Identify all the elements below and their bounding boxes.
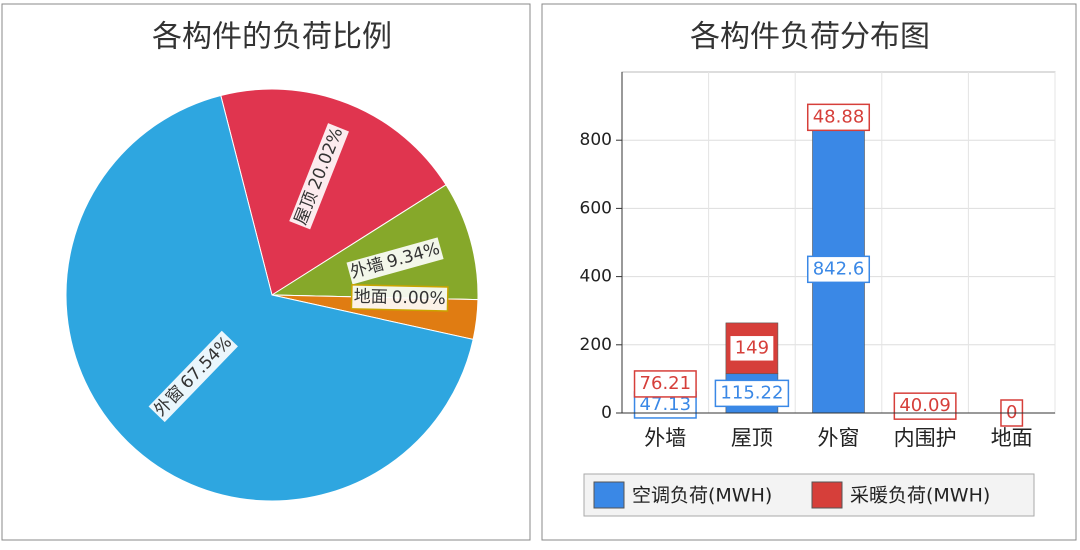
data-label-box	[806, 255, 871, 284]
data-label-text: 149	[735, 337, 769, 358]
data-label-text: 76.21	[640, 373, 692, 394]
data-label-box	[714, 379, 790, 408]
data-label-box	[806, 103, 871, 132]
pie-label-text: 地面 0.00%	[353, 287, 445, 309]
data-label: 40.09	[893, 392, 957, 420]
x-tick-label: 外墙	[644, 426, 686, 450]
data-label-text: 40.09	[899, 395, 951, 416]
x-tick-label: 屋顶	[731, 426, 773, 450]
data-label: 76.21	[633, 370, 697, 398]
pie-label-box	[344, 235, 446, 287]
legend-label: 空调负荷(MWH)	[632, 485, 772, 507]
y-tick-label: 400	[580, 267, 612, 287]
data-label-box	[893, 392, 957, 420]
pie-slice	[270, 184, 479, 301]
y-tick-label: 200	[580, 335, 612, 355]
pie-label-category: 地面	[353, 287, 387, 308]
pie-label-value: 0.00%	[391, 288, 445, 309]
x-tick-label: 内围护	[894, 426, 957, 450]
pie-label-box	[350, 284, 449, 312]
legend-label: 采暖负荷(MWH)	[850, 485, 990, 507]
bar-title: 各构件负荷分布图	[690, 20, 930, 55]
y-tick-label: 800	[580, 130, 612, 150]
data-label: 48.88	[806, 103, 871, 132]
data-label-box	[633, 370, 697, 398]
x-tick-label: 外窗	[818, 426, 860, 450]
data-label-box	[728, 334, 775, 363]
pie-label: 外墙9.34%	[344, 235, 446, 287]
data-label-text: 115.22	[720, 382, 783, 403]
pie-label-box	[287, 121, 351, 232]
legend-swatch	[811, 481, 843, 509]
pie-label: 地面 0.00%	[350, 284, 449, 312]
pie-slice	[220, 88, 447, 296]
data-label-text: 47.13	[640, 394, 692, 415]
y-tick-label: 600	[580, 198, 612, 218]
data-label-text: 842.6	[813, 258, 865, 279]
x-tick-label: 地面	[991, 426, 1033, 450]
data-label: 115.22	[714, 379, 790, 408]
data-label-text: 48.88	[813, 106, 865, 127]
data-label: 842.6	[806, 255, 871, 284]
legend-box	[583, 473, 1035, 517]
y-tick-label: 0	[601, 403, 612, 423]
pie-title: 各构件的负荷比例	[152, 20, 392, 55]
pie-label-box	[146, 328, 241, 425]
data-label: 149	[728, 334, 775, 363]
legend-swatch	[593, 481, 625, 509]
